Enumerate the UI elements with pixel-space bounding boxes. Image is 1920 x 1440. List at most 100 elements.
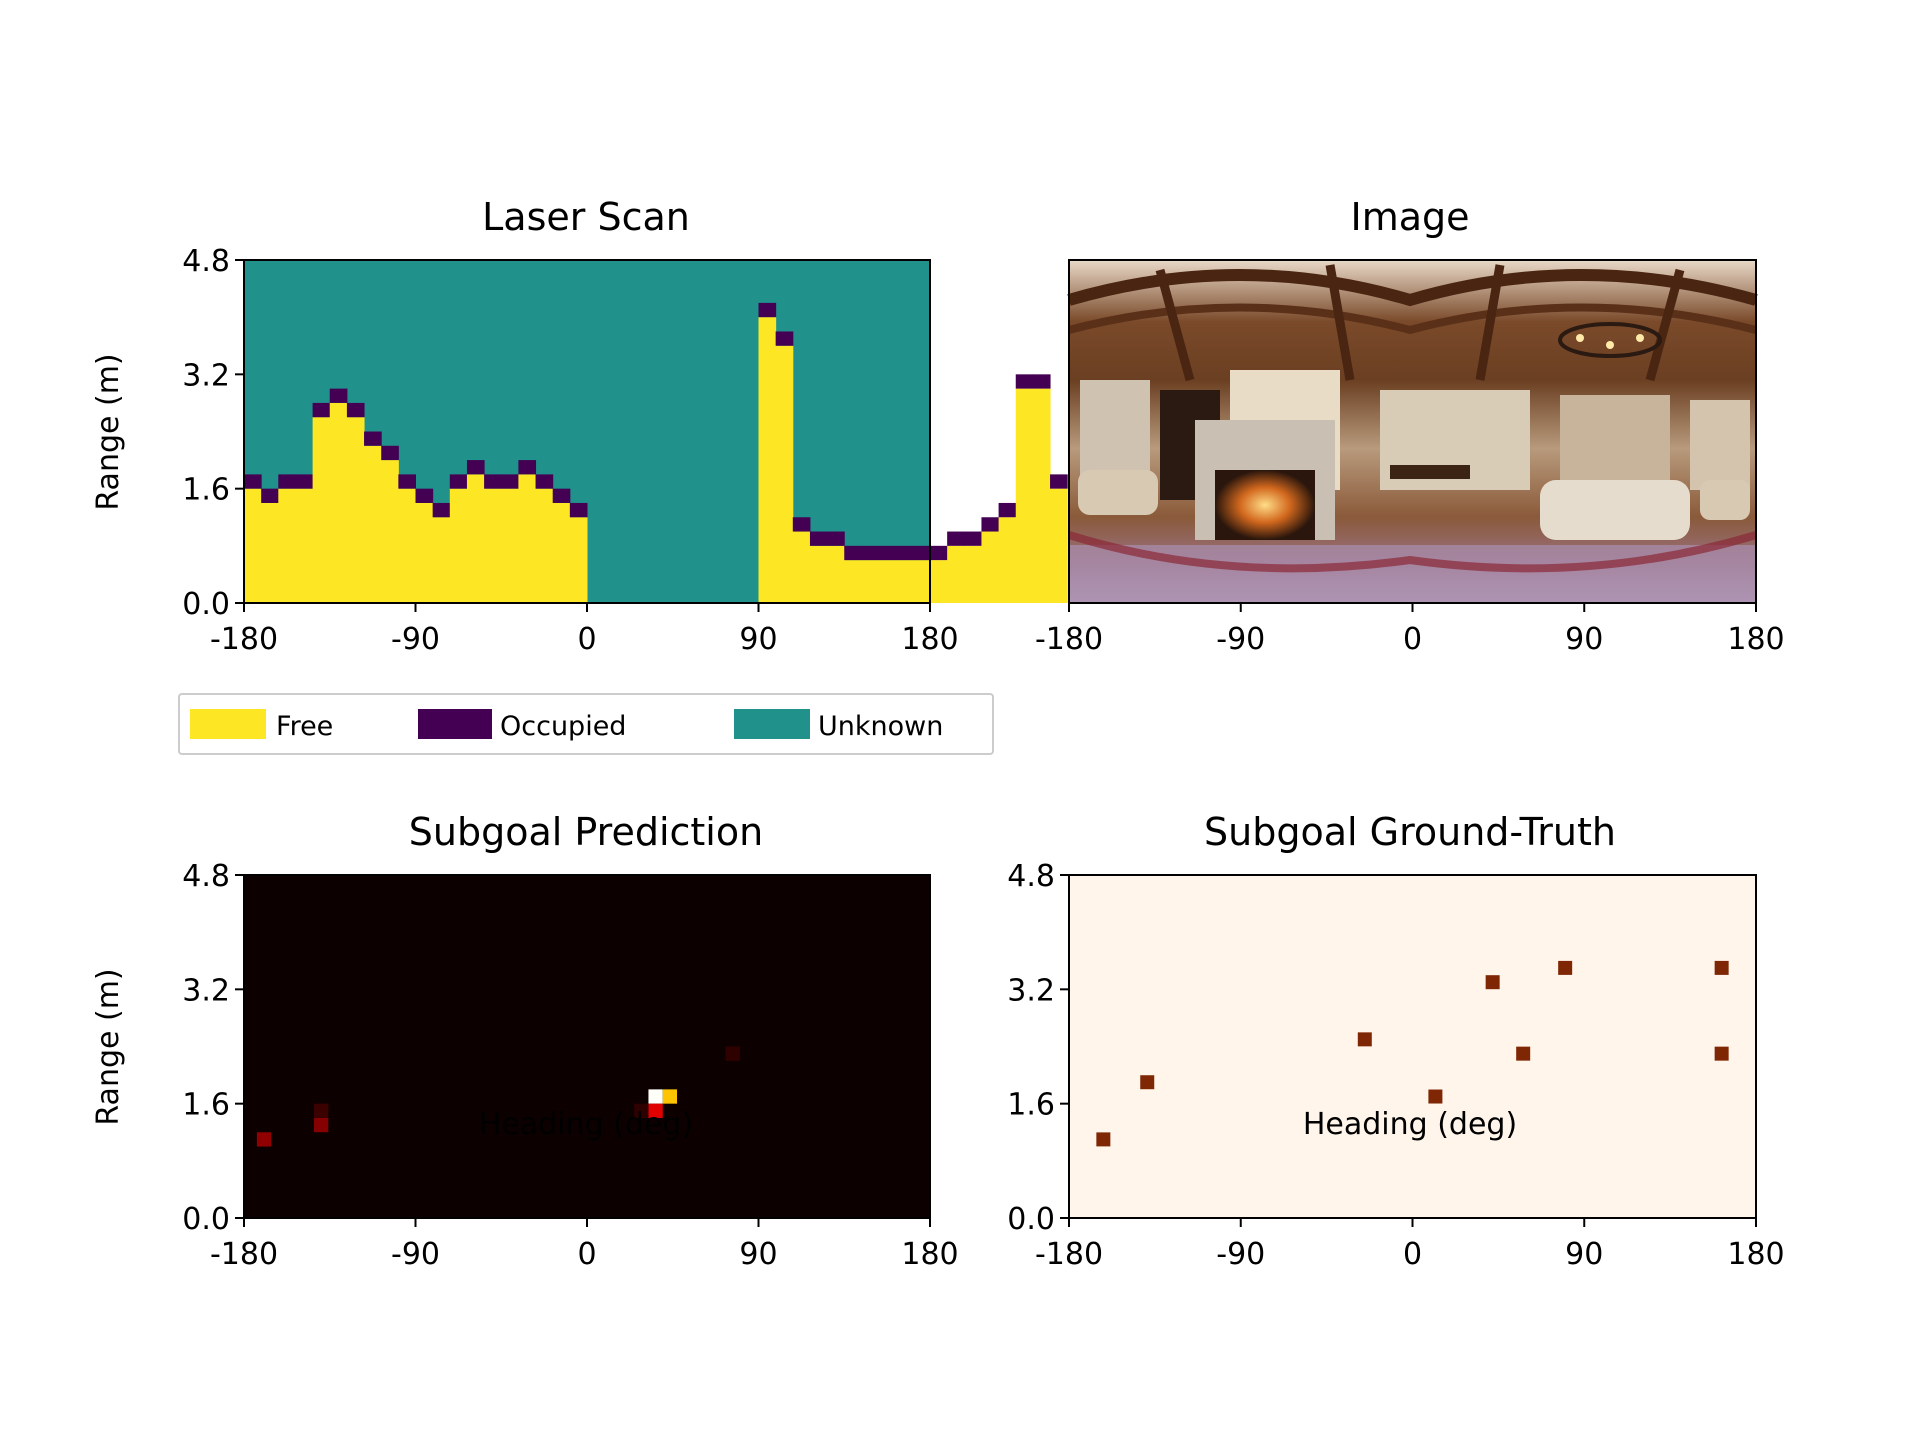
subgoal-prediction-ytick-label: 1.6	[182, 1088, 230, 1123]
free-bin	[415, 502, 434, 603]
subgoal-ground-truth-axes: -180 -90 0 90 180 0.0 1.6 3.2 4.8	[1007, 859, 1784, 1272]
laser-scan-ytick-label: 4.8	[182, 244, 230, 279]
occupied-bin	[878, 545, 897, 561]
subgoal-ground-truth-xtick-label: 0	[1403, 1237, 1422, 1272]
laser-scan-legend: Free Occupied Unknown	[178, 693, 994, 755]
occupied-bin	[501, 474, 519, 489]
prediction-cell	[648, 1103, 663, 1118]
free-bin	[827, 545, 845, 603]
subgoal-prediction-xlabel: Heading (deg)	[479, 1107, 693, 1142]
free-bin	[1032, 388, 1051, 603]
subgoal-ground-truth-ytick-label: 3.2	[1007, 973, 1055, 1008]
legend-swatch-unknown	[734, 709, 810, 739]
laser-scan-ytick-label: 1.6	[182, 473, 230, 508]
subgoal-prediction-plot	[244, 875, 930, 1218]
ground-truth-point	[1714, 1046, 1729, 1061]
laser-scan-panel: Laser Scan -180 -90 0 90 180 0.0 1.6 3.2 4.8 Ran…	[91, 195, 1068, 755]
occupied-bin	[895, 545, 914, 561]
occupied-bin	[792, 517, 811, 532]
free-bin	[346, 417, 365, 603]
free-bin	[278, 488, 296, 603]
free-bin	[449, 488, 468, 603]
ground-truth-point	[1516, 1046, 1531, 1061]
subgoal-ground-truth-panel: Subgoal Ground-Truth -180 -90 0 90 180 0.0 1.6…	[1007, 810, 1784, 1272]
free-bin	[964, 545, 982, 603]
free-bin	[1050, 488, 1068, 603]
occupied-bin	[981, 517, 1000, 532]
occupied-bin	[484, 474, 502, 489]
subgoal-ground-truth-xtick-label: 180	[1727, 1237, 1784, 1272]
ground-truth-point	[1558, 960, 1573, 975]
ground-truth-point	[1140, 1075, 1155, 1090]
free-bin	[312, 417, 331, 603]
occupied-bin	[278, 474, 296, 489]
occupied-bin	[432, 502, 451, 518]
free-bin	[552, 502, 571, 603]
free-bin	[844, 560, 862, 603]
prediction-background	[244, 875, 930, 1218]
image-xtick-label: 180	[1727, 622, 1784, 657]
subgoal-prediction-panel: Subgoal Prediction -180 -90 0 90 180 0.0 1.6 3.…	[91, 810, 959, 1272]
occupied-bin	[449, 474, 468, 489]
legend-label-occupied: Occupied	[500, 711, 626, 742]
occupied-bin	[552, 488, 571, 503]
free-bin	[484, 488, 502, 603]
free-bin	[381, 460, 399, 603]
prediction-cell	[725, 1046, 740, 1061]
occupied-bin	[398, 474, 416, 489]
free-bin	[295, 488, 314, 603]
subgoal-ground-truth-ytick-label: 4.8	[1007, 859, 1055, 894]
occupied-bin	[998, 502, 1017, 518]
subgoal-ground-truth-xtick-label: -180	[1035, 1237, 1103, 1272]
legend-item-free: Free	[190, 709, 333, 742]
laser-scan-ytick-label: 0.0	[182, 587, 230, 622]
free-bin	[981, 531, 1000, 603]
subgoal-prediction-xtick-label: 90	[739, 1237, 777, 1272]
image-axes: -180 -90 0 90 180	[1035, 259, 1785, 657]
legend-swatch-occupied	[418, 709, 492, 739]
laser-scan-xtick-label: 0	[577, 622, 596, 657]
laser-scan-ylabel: Range (m)	[91, 353, 126, 510]
prediction-cell	[314, 1103, 329, 1118]
ground-truth-point	[1428, 1089, 1443, 1104]
prediction-cell	[256, 1132, 272, 1147]
image-xtick-label: 90	[1565, 622, 1603, 657]
ground-truth-point	[1096, 1132, 1111, 1147]
legend-label-unknown: Unknown	[818, 711, 943, 742]
subgoal-prediction-xtick-label: -90	[391, 1237, 440, 1272]
subgoal-prediction-title: Subgoal Prediction	[409, 810, 763, 854]
ground-truth-point	[1357, 1032, 1372, 1047]
subgoal-ground-truth-xlabel: Heading (deg)	[1303, 1107, 1517, 1142]
occupied-bin	[1015, 374, 1034, 389]
occupied-bin	[758, 302, 777, 318]
free-bin	[775, 345, 794, 603]
image-xtick-label: 0	[1403, 622, 1422, 657]
subgoal-prediction-ytick-label: 3.2	[182, 973, 230, 1008]
subgoal-prediction-ylabel: Range (m)	[91, 968, 126, 1125]
occupied-bin	[809, 531, 828, 546]
legend-item-unknown: Unknown	[734, 709, 943, 742]
free-bin	[261, 502, 279, 603]
image-panel: Image	[1035, 195, 1785, 657]
free-bin	[809, 545, 828, 603]
image-xtick-label: -90	[1216, 622, 1265, 657]
prediction-cell	[314, 1117, 329, 1133]
occupied-bin	[244, 474, 262, 489]
free-bin	[758, 317, 777, 603]
occupied-bin	[364, 431, 382, 446]
occupied-bin	[775, 331, 794, 346]
occupied-bin	[261, 488, 279, 503]
prediction-cell	[634, 1103, 649, 1118]
subgoal-ground-truth-xtick-label: 90	[1565, 1237, 1603, 1272]
subgoal-ground-truth-plot	[1069, 875, 1756, 1218]
occupied-bin	[312, 402, 331, 418]
free-bin	[878, 560, 897, 603]
occupied-bin	[1032, 374, 1051, 389]
legend-label-free: Free	[276, 711, 333, 742]
free-bin	[912, 560, 931, 603]
occupied-bin	[844, 545, 862, 561]
occupied-bin	[930, 545, 948, 561]
subgoal-ground-truth-xtick-label: -90	[1216, 1237, 1265, 1272]
free-bin	[244, 488, 262, 603]
occupied-bin	[535, 474, 554, 489]
